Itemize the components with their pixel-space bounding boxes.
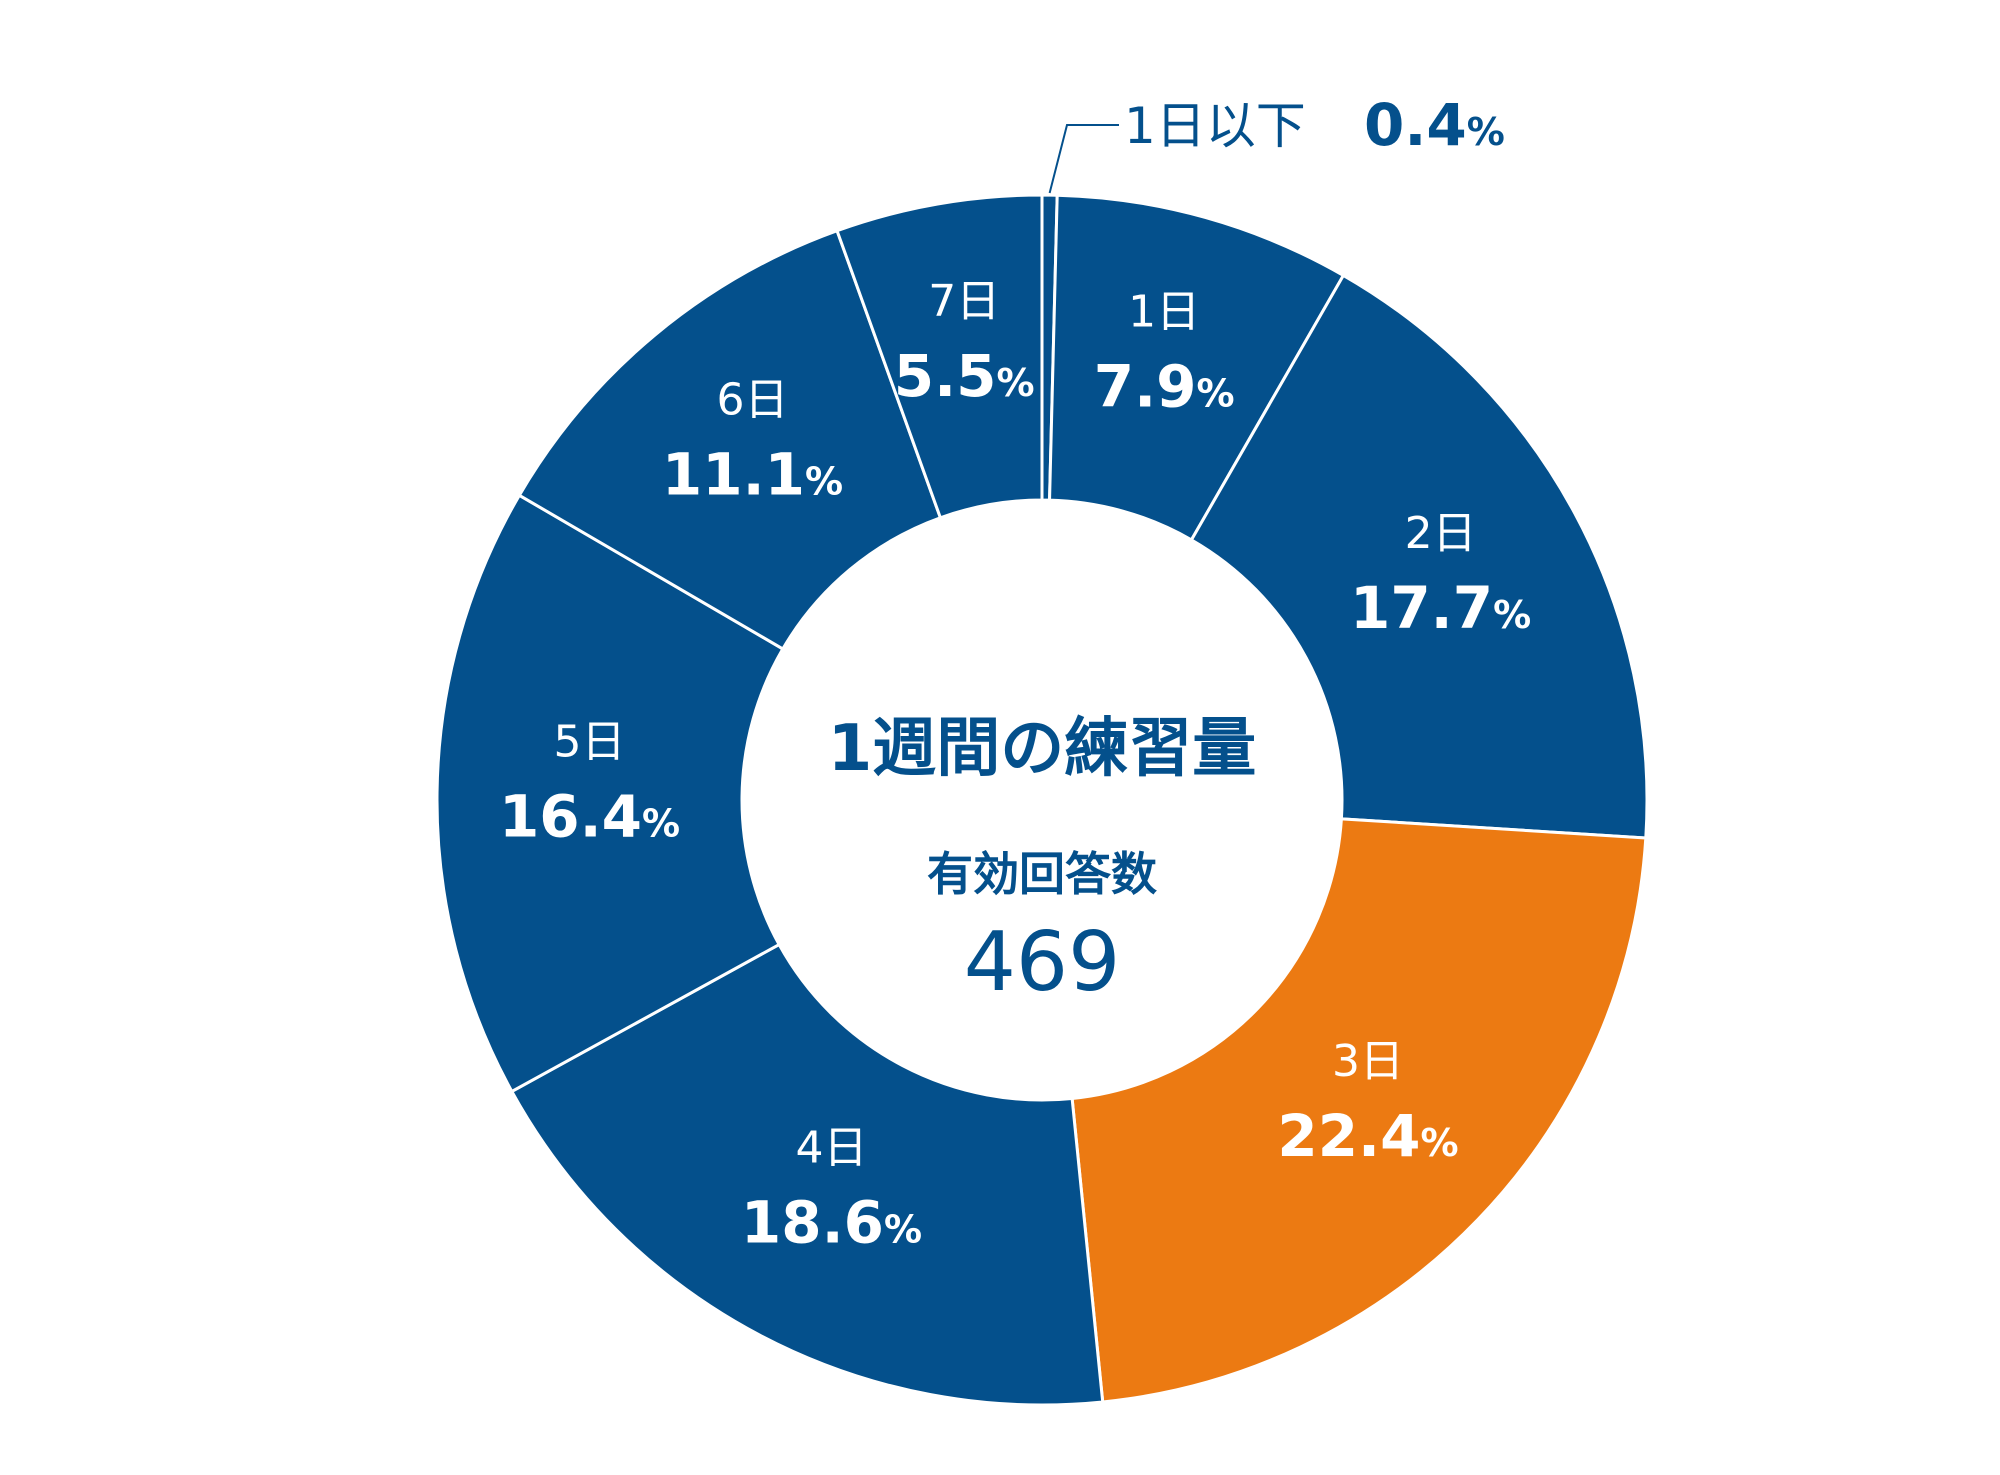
total-label: 有効回答数 <box>927 847 1157 901</box>
slice-category-label-7: 7日 <box>928 276 1000 327</box>
chart-title: 1週間の練習量 <box>828 712 1257 786</box>
slice-2 <box>1189 273 1649 840</box>
leader-line-0 <box>1048 124 1119 194</box>
slice-value-label-4: 18.6% <box>741 1189 922 1257</box>
total-value: 469 <box>964 915 1121 1010</box>
donut-slices <box>435 193 1649 1407</box>
slice-7 <box>835 193 1044 520</box>
slice-value-label-1: 7.9% <box>1094 352 1235 420</box>
slice-value-label-0: 0.4% <box>1364 91 1505 159</box>
slice-labels: 1日以下 0.4% 1日 7.9% 2日 17.7% 3日 22.4% 4日 18.6% 5日 16.… <box>499 91 1531 1257</box>
slice-3 <box>1070 817 1648 1404</box>
slice-category-label-1: 1日 <box>1128 286 1200 337</box>
slice-category-label-4: 4日 <box>796 1123 868 1174</box>
slice-category-label-3: 3日 <box>1332 1036 1404 1087</box>
slice-value-label-7: 5.5% <box>894 342 1035 410</box>
slice-value-label-6: 11.1% <box>662 440 843 508</box>
slice-5 <box>435 493 785 1094</box>
slice-value-label-2: 17.7% <box>1350 574 1531 642</box>
slice-value-label-5: 16.4% <box>499 782 680 850</box>
slice-category-label-5: 5日 <box>554 716 626 767</box>
slice-category-label-0: 1日以下 <box>1124 97 1306 155</box>
slice-category-label-6: 6日 <box>716 374 788 425</box>
donut-center: 1週間の練習量 有効回答数 469 <box>828 712 1257 1010</box>
slice-4 <box>509 942 1105 1407</box>
slice-category-label-2: 2日 <box>1405 508 1477 559</box>
slice-6 <box>517 228 943 651</box>
slice-value-label-3: 22.4% <box>1277 1102 1458 1170</box>
